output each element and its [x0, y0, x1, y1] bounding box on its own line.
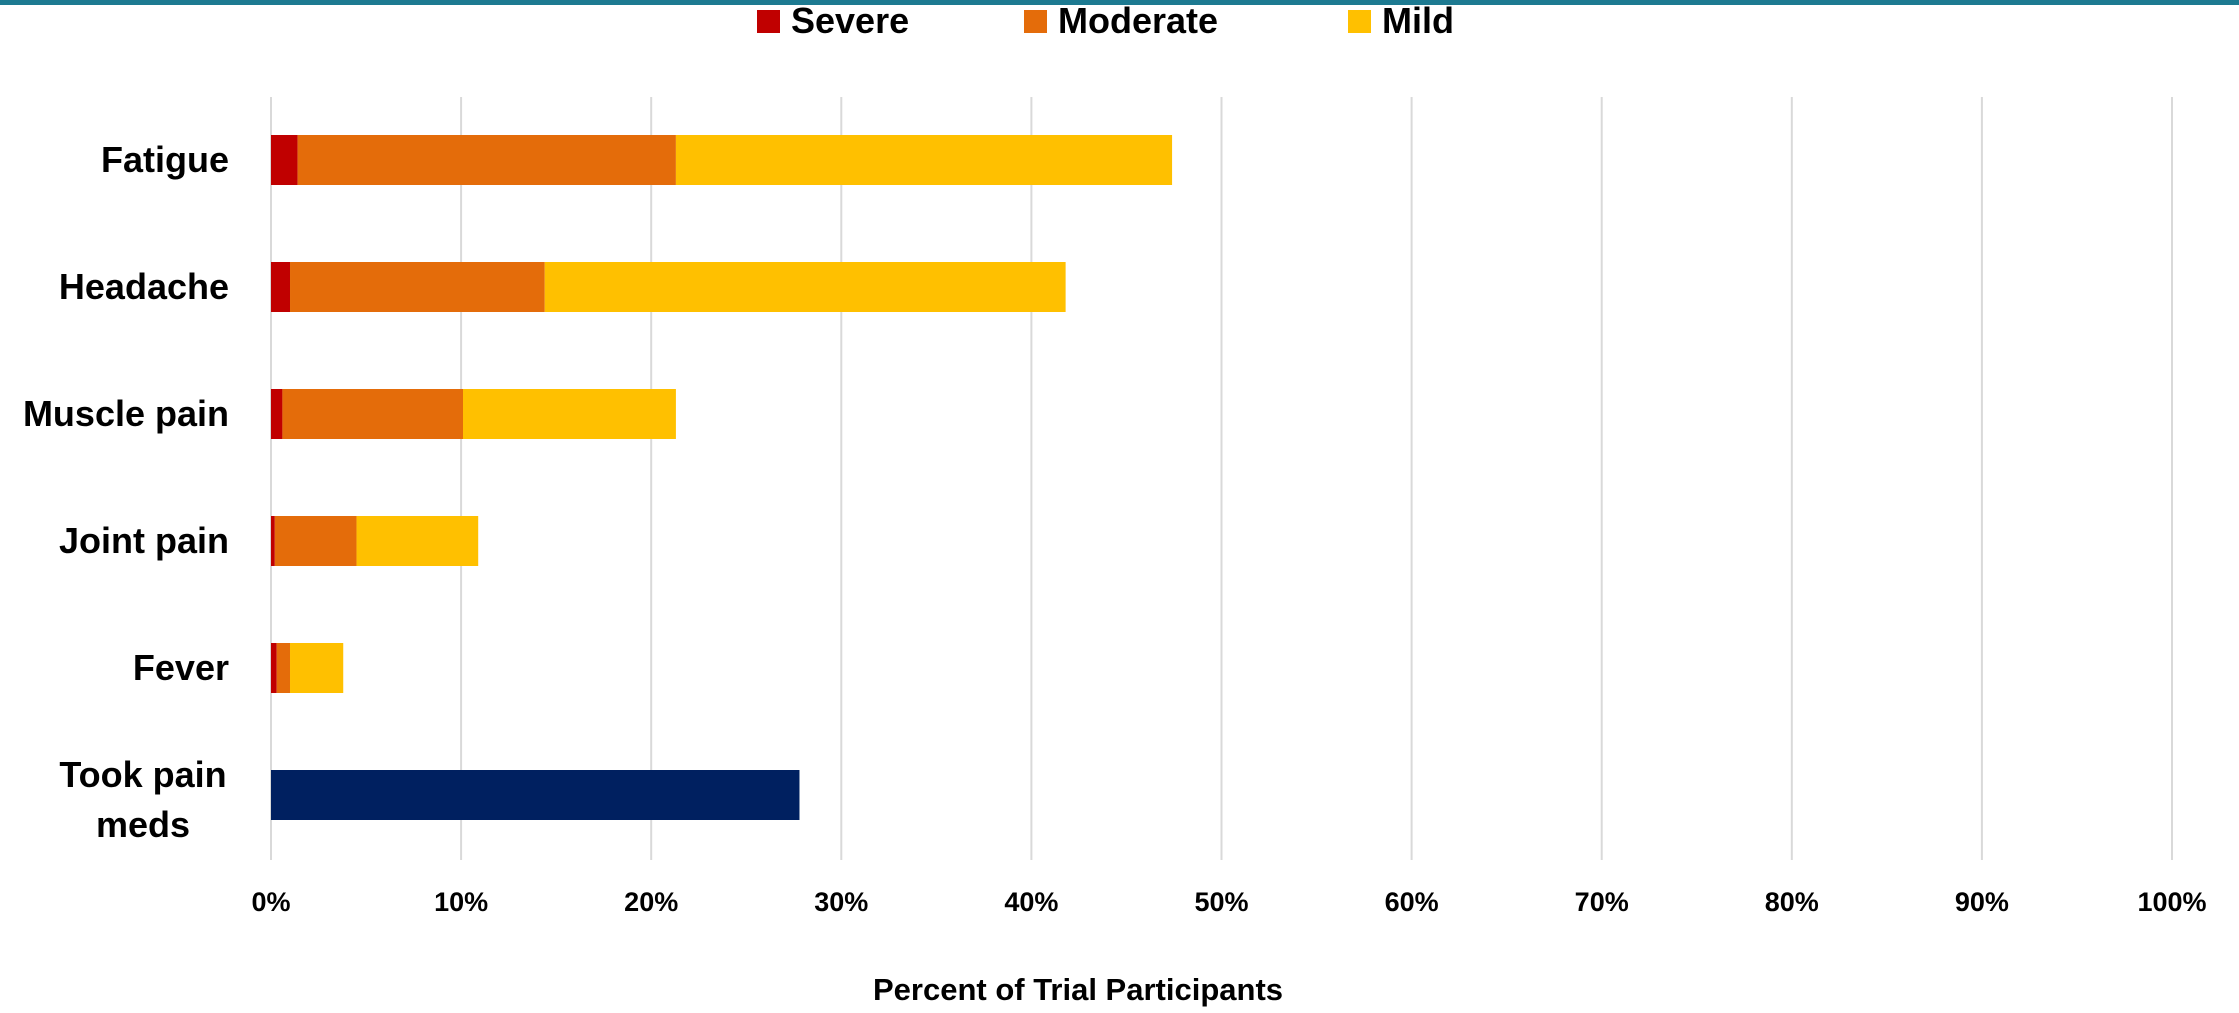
bar-segment-took-pain-meds — [271, 770, 800, 820]
x-tick-label: 30% — [814, 887, 868, 917]
bar-segment-headache-moderate — [290, 262, 545, 312]
bar-segment-joint-pain-mild — [356, 516, 479, 566]
bar-segment-fever-mild — [290, 643, 344, 693]
bar-segment-fatigue-moderate — [297, 135, 676, 185]
category-label-joint-pain: Joint pain — [59, 520, 229, 561]
x-tick-label: 70% — [1575, 887, 1629, 917]
category-label-muscle-pain: Muscle pain — [23, 393, 229, 434]
x-tick-label: 60% — [1385, 887, 1439, 917]
x-tick-label: 40% — [1004, 887, 1058, 917]
legend-label-moderate: Moderate — [1058, 0, 1218, 41]
x-tick-label: 80% — [1765, 887, 1819, 917]
x-tick-label: 0% — [251, 887, 290, 917]
legend-swatch-moderate — [1024, 10, 1047, 33]
x-tick-label: 50% — [1194, 887, 1248, 917]
bar-segment-joint-pain-severe — [271, 516, 275, 566]
legend: Severe Moderate Mild — [757, 0, 1454, 41]
legend-swatch-mild — [1348, 10, 1371, 33]
legend-label-mild: Mild — [1382, 0, 1454, 41]
x-tick-label: 100% — [2137, 887, 2206, 917]
bar-segment-fatigue-mild — [675, 135, 1173, 185]
bar-segment-muscle-pain-moderate — [282, 389, 464, 439]
bars — [271, 135, 1173, 820]
category-label-fever: Fever — [133, 647, 229, 688]
category-label-line: Took pain — [59, 754, 226, 795]
x-tick-labels: 0% 10% 20% 30% 40% 50% 60% 70% 80% 90% 100% — [251, 887, 2206, 917]
top-accent-rule — [0, 0, 2239, 5]
category-label-headache: Headache — [59, 266, 229, 307]
x-tick-label: 10% — [434, 887, 488, 917]
category-label-fatigue: Fatigue — [101, 139, 229, 180]
category-label-line: meds — [96, 804, 190, 845]
bar-segment-headache-severe — [271, 262, 291, 312]
x-tick-label: 90% — [1955, 887, 2009, 917]
gridlines — [270, 97, 2173, 860]
bar-segment-muscle-pain-mild — [463, 389, 676, 439]
bar-segment-muscle-pain-severe — [271, 389, 283, 439]
bar-segment-headache-mild — [544, 262, 1066, 312]
bar-segment-fever-severe — [271, 643, 277, 693]
bar-segment-joint-pain-moderate — [274, 516, 357, 566]
x-tick-label: 20% — [624, 887, 678, 917]
legend-swatch-severe — [757, 10, 780, 33]
legend-label-severe: Severe — [791, 0, 909, 41]
category-label-took-pain-meds: Took pain meds — [59, 754, 226, 845]
bar-segment-fatigue-severe — [271, 135, 298, 185]
x-axis-title: Percent of Trial Participants — [873, 972, 1283, 1007]
category-labels: Fatigue Headache Muscle pain Joint pain Feve… — [23, 139, 229, 845]
bar-segment-fever-moderate — [276, 643, 291, 693]
